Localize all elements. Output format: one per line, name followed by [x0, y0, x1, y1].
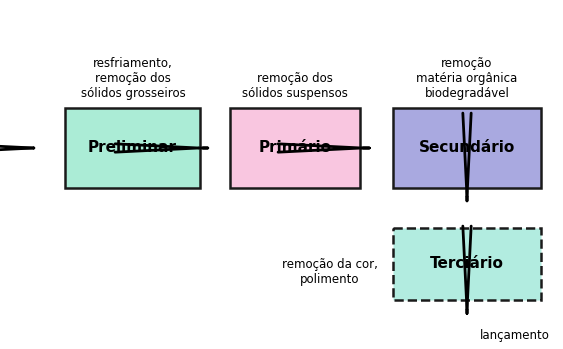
Bar [393, 108, 541, 188]
Text: Primário: Primário [258, 141, 332, 156]
Text: remoção
matéria orgânica
biodegradável: remoção matéria orgânica biodegradável [417, 57, 517, 100]
Text: lançamento: lançamento [480, 328, 550, 342]
Text: resfriamento,
remoção dos
sólidos grosseiros: resfriamento, remoção dos sólidos grosse… [81, 57, 185, 100]
Text: Preliminar: Preliminar [88, 141, 177, 156]
Bar [393, 228, 541, 300]
Bar [230, 108, 360, 188]
Text: remoção da cor,
polimento: remoção da cor, polimento [282, 258, 378, 286]
Bar [65, 108, 200, 188]
Text: Terciário: Terciário [430, 257, 504, 272]
Text: Secundário: Secundário [419, 141, 515, 156]
Text: remoção dos
sólidos suspensos: remoção dos sólidos suspensos [242, 72, 348, 100]
